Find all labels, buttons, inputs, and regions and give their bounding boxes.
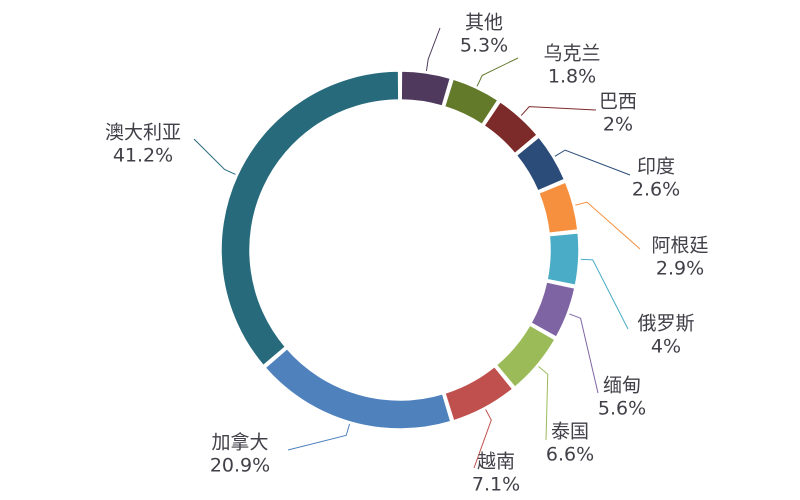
slice-5 (537, 181, 579, 235)
slice-value-label-6: 4% (651, 336, 681, 358)
leader-line-11 (193, 138, 236, 175)
slice-9 (443, 365, 514, 422)
slice-value-label-1: 5.3% (460, 35, 508, 57)
leader-line-9 (473, 409, 492, 469)
leader-line-4 (554, 149, 631, 176)
slice-value-label-8: 6.6% (546, 444, 594, 466)
slice-10 (264, 347, 452, 430)
slice-1 (400, 70, 452, 108)
slice-label-6: 俄罗斯 (637, 313, 694, 335)
slice-value-label-5: 2.9% (656, 258, 704, 280)
slice-value-label-4: 2.6% (632, 179, 680, 201)
slice-label-1: 其他 (465, 12, 503, 34)
leader-line-5 (575, 201, 641, 250)
slice-7 (530, 280, 576, 339)
leader-line-7 (569, 313, 599, 394)
slice-2 (443, 78, 499, 126)
slice-value-label-9: 7.1% (472, 474, 520, 496)
slice-label-2: 乌克兰 (543, 43, 600, 65)
leader-line-3 (520, 106, 597, 116)
slice-6 (546, 232, 580, 287)
donut-slices (220, 70, 580, 430)
leader-line-1 (425, 27, 441, 72)
leader-line-8 (538, 366, 549, 441)
leader-line-10 (287, 423, 351, 451)
slice-3 (482, 100, 539, 155)
slice-label-10: 加拿大 (211, 431, 268, 454)
slice-value-label-11: 41.2% (113, 145, 173, 167)
slice-8 (495, 324, 557, 389)
slice-value-label-2: 1.8% (548, 66, 596, 88)
leader-lines (193, 27, 641, 469)
slice-label-4: 印度 (637, 156, 675, 178)
slice-label-5: 阿根廷 (651, 235, 708, 257)
slice-label-9: 越南 (477, 451, 515, 473)
slice-label-7: 缅甸 (603, 375, 641, 397)
slice-label-8: 泰国 (551, 421, 589, 443)
leader-line-2 (476, 57, 519, 87)
slice-value-label-3: 2% (603, 114, 633, 136)
slice-label-3: 巴西 (599, 91, 637, 113)
slice-value-label-7: 5.6% (598, 398, 646, 420)
slice-label-11: 澳大利亚 (105, 122, 181, 144)
leader-line-6 (580, 258, 629, 330)
slice-4 (515, 136, 566, 192)
slice-value-label-10: 20.9% (210, 455, 270, 477)
slice-11 (220, 70, 400, 367)
